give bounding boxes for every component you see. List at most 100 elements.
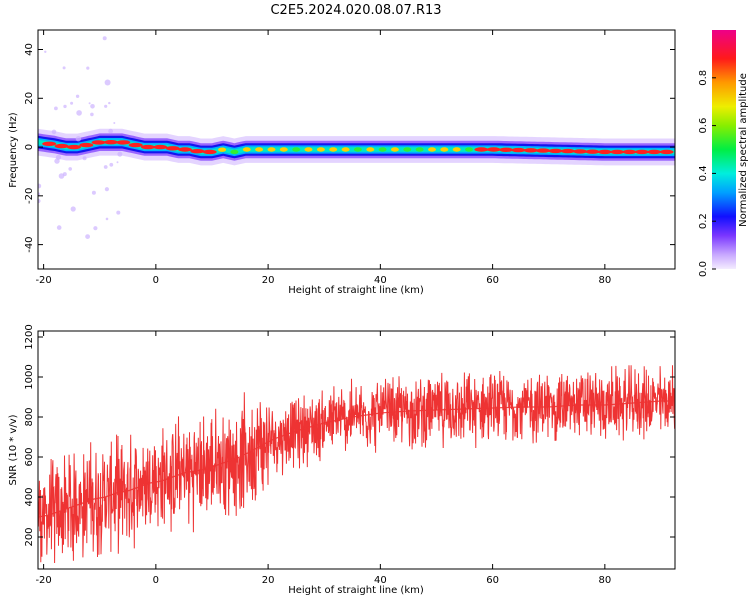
spectral-peak — [54, 143, 69, 149]
spectral-speck — [105, 217, 109, 221]
spectral-speck — [104, 187, 109, 192]
y-tick-label: 0 — [24, 144, 35, 150]
x-tick-label: 80 — [598, 275, 611, 286]
spectral-peak — [255, 147, 264, 152]
spectral-peak — [116, 140, 131, 145]
spectral-peak — [610, 149, 625, 155]
spectral-speck — [113, 122, 116, 124]
x-tick-label: 60 — [486, 575, 499, 586]
x-tick-label: 0 — [153, 575, 159, 586]
spectral-speck — [68, 167, 72, 171]
spectrogram-ticks: -20 0 20 40 60 80 -40 -20 0 20 40 — [24, 30, 675, 286]
x-tick-label: 80 — [598, 575, 611, 586]
spectral-peak — [66, 144, 81, 150]
x-tick-label: 20 — [262, 275, 275, 286]
spectral-speck — [116, 161, 119, 164]
spectral-peak — [329, 147, 338, 152]
spectral-speck — [116, 210, 121, 215]
y-tick-label: 400 — [24, 487, 35, 506]
spectral-speck — [82, 156, 87, 161]
spectral-peak — [279, 147, 288, 152]
spectral-speck — [56, 225, 62, 230]
spectral-speck — [76, 110, 82, 116]
spectral-speck — [44, 50, 47, 53]
spectral-peak — [79, 142, 94, 148]
spectral-speck — [93, 226, 98, 231]
x-tick-label: 0 — [153, 275, 159, 286]
spectral-speck — [54, 106, 58, 111]
spectral-speck — [90, 104, 95, 109]
spectral-peak — [353, 147, 362, 152]
spectral-peak — [128, 142, 143, 148]
colorbar-tick-label: 0.2 — [698, 213, 709, 229]
spectral-peak — [42, 141, 57, 146]
spectral-peak — [634, 149, 649, 155]
spectral-peak — [292, 147, 301, 152]
snr-y-label: SNR (10 * v/v) — [8, 414, 19, 485]
spectral-peak — [267, 147, 276, 152]
spectral-peak — [242, 147, 251, 152]
snr-frame — [37, 330, 676, 570]
spectral-peak — [536, 148, 551, 153]
spectral-speck — [38, 192, 41, 196]
spectrogram-y-label: Frequency (Hz) — [8, 112, 19, 188]
spectral-peak — [597, 149, 612, 155]
spectral-peak — [190, 149, 205, 154]
spectral-peak — [523, 148, 538, 153]
y-tick-label: -40 — [24, 236, 35, 252]
spectral-speck — [91, 190, 96, 195]
spectral-speck — [70, 101, 74, 105]
spectral-peak — [560, 148, 575, 154]
spectral-speck — [108, 101, 111, 105]
chart-title: C2E5.2024.020.08.07.R13 — [270, 3, 441, 18]
x-tick-label: -20 — [35, 275, 51, 286]
spectral-speck — [38, 198, 41, 204]
spectral-speck — [70, 206, 76, 212]
spectral-speck — [90, 112, 94, 117]
spectral-peak — [440, 147, 449, 152]
spectral-speck — [62, 66, 66, 70]
x-tick-label: 20 — [262, 575, 275, 586]
spectrogram-heatmap — [38, 36, 675, 240]
spectral-peak — [548, 148, 563, 154]
spectral-speck — [117, 151, 123, 157]
spectral-peak — [230, 149, 239, 155]
colorbar-ticks: 0.0 0.2 0.4 0.6 0.8 — [698, 70, 716, 277]
y-tick-label: 200 — [24, 527, 35, 546]
spectral-peak — [104, 140, 118, 145]
colorbar-tick-label: 0.0 — [698, 261, 709, 277]
spectral-peak — [474, 147, 489, 152]
snr-series-line — [38, 400, 673, 518]
snr-noisy-trace — [38, 365, 675, 564]
spectral-peak — [486, 147, 501, 152]
spectral-speck — [104, 104, 108, 108]
spectral-peak — [218, 147, 227, 152]
spectral-peak — [165, 146, 180, 151]
spectral-peak — [647, 149, 662, 155]
colorbar-tick-label: 0.6 — [698, 118, 709, 134]
spectral-speck — [103, 165, 108, 169]
x-tick-label: 40 — [374, 275, 387, 286]
y-tick-label: 40 — [24, 43, 35, 56]
spectral-peak — [153, 144, 168, 150]
snr-ticks: -20 0 20 40 60 80 200 400 600 800 1000 1200 — [24, 324, 675, 586]
spectral-peak — [178, 147, 192, 152]
spectrogram-frame — [37, 29, 676, 270]
x-tick-label: -20 — [35, 575, 51, 586]
spectral-peak — [573, 149, 588, 154]
snr-panel: -20 0 20 40 60 80 200 400 600 800 1000 1200 Height … — [8, 324, 676, 596]
spectral-speck — [109, 162, 114, 167]
spectral-peak — [585, 149, 600, 154]
spectral-peak — [659, 149, 674, 155]
y-tick-label: 800 — [24, 407, 35, 426]
spectral-speck — [88, 102, 91, 105]
snr-x-label: Height of straight line (km) — [288, 585, 424, 596]
spectral-speck — [55, 154, 62, 160]
y-tick-label: 20 — [24, 92, 35, 105]
spectral-speck — [108, 128, 113, 134]
spectral-peak — [141, 144, 155, 150]
spectral-peak — [304, 147, 313, 152]
spectral-peak — [202, 149, 217, 155]
y-tick-label: 600 — [24, 447, 35, 466]
